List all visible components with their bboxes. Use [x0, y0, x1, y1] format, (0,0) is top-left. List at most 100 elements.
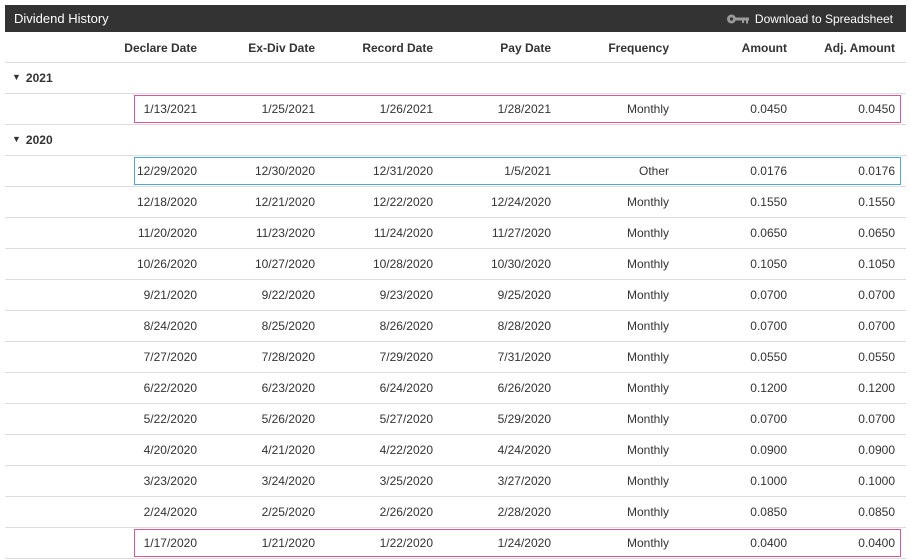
- pay-date-cell: 12/24/2020: [490, 195, 551, 209]
- pay-date-cell: 8/28/2020: [497, 319, 551, 333]
- column-header-ex-div-date[interactable]: Ex-Div Date: [248, 41, 315, 55]
- amount-cell: 0.0850: [750, 505, 787, 519]
- table-row: 10/26/2020 10/27/2020 10/28/2020 10/30/2020…: [0, 248, 910, 279]
- download-label: Download to Spreadsheet: [754, 11, 893, 26]
- declare-date-cell: 1/17/2020: [143, 536, 197, 550]
- key-icon: [726, 13, 750, 25]
- pay-date-cell: 5/29/2020: [497, 412, 551, 426]
- row-divider: [5, 186, 906, 187]
- amount-cell: 0.0450: [750, 102, 787, 116]
- column-header-frequency[interactable]: Frequency: [608, 41, 669, 55]
- frequency-cell: Monthly: [626, 257, 669, 271]
- table-row: 12/29/2020 12/30/2020 12/31/2020 1/5/2021 Ot…: [0, 155, 910, 186]
- row-divider: [5, 248, 906, 249]
- amount-cell: 0.1200: [750, 381, 787, 395]
- amount-cell: 0.0650: [750, 226, 787, 240]
- table-row: 3/23/2020 3/24/2020 3/25/2020 3/27/2020 Mont…: [0, 465, 910, 496]
- amount-cell: 0.0400: [750, 536, 787, 550]
- table-row: 12/18/2020 12/21/2020 12/22/2020 12/24/2020…: [0, 186, 910, 217]
- frequency-cell: Monthly: [626, 319, 669, 333]
- ex-div-date-cell: 10/27/2020: [254, 257, 315, 271]
- download-spreadsheet-link[interactable]: Download to Spreadsheet: [726, 12, 893, 26]
- record-date-cell: 2/26/2020: [379, 505, 433, 519]
- amount-cell: 0.1000: [750, 474, 787, 488]
- record-date-cell: 11/24/2020: [373, 226, 433, 240]
- adj-amount-cell: 0.0850: [858, 505, 895, 519]
- record-date-cell: 12/22/2020: [372, 195, 433, 209]
- adj-amount-cell: 0.0650: [858, 226, 895, 240]
- declare-date-cell: 10/26/2020: [136, 257, 197, 271]
- ex-div-date-cell: 12/30/2020: [254, 164, 315, 178]
- row-divider: [5, 558, 906, 559]
- row-divider: [5, 217, 906, 218]
- row-divider: [5, 403, 906, 404]
- ex-div-date-cell: 1/25/2021: [261, 102, 315, 116]
- row-divider: [5, 434, 906, 435]
- page-title: Dividend History: [14, 11, 109, 26]
- table-row: 11/20/2020 11/23/2020 11/24/2020 11/27/2020…: [0, 217, 910, 248]
- adj-amount-cell: 0.0700: [858, 319, 895, 333]
- table-row: 4/20/2020 4/21/2020 4/22/2020 4/24/2020 Mont…: [0, 434, 910, 465]
- row-divider: [5, 279, 906, 280]
- column-header-adj-amount[interactable]: Adj. Amount: [824, 41, 895, 55]
- adj-amount-cell: 0.0400: [858, 536, 895, 550]
- year-group-toggle[interactable]: ▼ 2020: [5, 124, 906, 155]
- declare-date-cell: 8/24/2020: [143, 319, 197, 333]
- frequency-cell: Monthly: [626, 226, 669, 240]
- frequency-cell: Monthly: [626, 505, 669, 519]
- ex-div-date-cell: 5/26/2020: [261, 412, 315, 426]
- column-headers: Declare Date Ex-Div Date Record Date Pay…: [0, 33, 910, 63]
- table-row: 1/13/2021 1/25/2021 1/26/2021 1/28/2021 Mont…: [0, 93, 910, 124]
- record-date-cell: 3/25/2020: [379, 474, 433, 488]
- year-group-toggle[interactable]: ▼ 2021: [5, 62, 906, 93]
- record-date-cell: 5/27/2020: [379, 412, 433, 426]
- pay-date-cell: 10/30/2020: [490, 257, 551, 271]
- pay-date-cell: 9/25/2020: [497, 288, 551, 302]
- pay-date-cell: 2/28/2020: [497, 505, 551, 519]
- row-divider: [5, 465, 906, 466]
- triangle-down-icon: ▼: [12, 133, 21, 144]
- record-date-cell: 7/29/2020: [379, 350, 433, 364]
- header-divider: [5, 62, 906, 63]
- frequency-cell: Monthly: [626, 536, 669, 550]
- frequency-cell: Monthly: [626, 412, 669, 426]
- pay-date-cell: 11/27/2020: [491, 226, 551, 240]
- pay-date-cell: 3/27/2020: [497, 474, 551, 488]
- table-row: 1/17/2020 1/21/2020 1/22/2020 1/24/2020 Mont…: [0, 527, 910, 558]
- declare-date-cell: 9/21/2020: [143, 288, 197, 302]
- table-row: 5/22/2020 5/26/2020 5/27/2020 5/29/2020 Mont…: [0, 403, 910, 434]
- column-header-pay-date[interactable]: Pay Date: [500, 41, 551, 55]
- column-header-record-date[interactable]: Record Date: [362, 41, 433, 55]
- declare-date-cell: 12/29/2020: [136, 164, 197, 178]
- ex-div-date-cell: 6/23/2020: [261, 381, 315, 395]
- ex-div-date-cell: 8/25/2020: [261, 319, 315, 333]
- frequency-cell: Other: [638, 164, 669, 178]
- ex-div-date-cell: 4/21/2020: [261, 443, 315, 457]
- frequency-cell: Monthly: [626, 443, 669, 457]
- record-date-cell: 1/22/2020: [379, 536, 433, 550]
- year-group-label: 2020: [25, 132, 53, 147]
- amount-cell: 0.0900: [750, 443, 787, 457]
- column-header-amount[interactable]: Amount: [741, 41, 787, 55]
- ex-div-date-cell: 9/22/2020: [261, 288, 315, 302]
- declare-date-cell: 3/23/2020: [143, 474, 197, 488]
- amount-cell: 0.1550: [750, 195, 787, 209]
- ex-div-date-cell: 3/24/2020: [261, 474, 315, 488]
- amount-cell: 0.0176: [750, 164, 787, 178]
- record-date-cell: 1/26/2021: [379, 102, 433, 116]
- record-date-cell: 4/22/2020: [379, 443, 433, 457]
- declare-date-cell: 11/20/2020: [137, 226, 197, 240]
- adj-amount-cell: 0.0700: [858, 288, 895, 302]
- amount-cell: 0.0700: [750, 319, 787, 333]
- table-row: 6/22/2020 6/23/2020 6/24/2020 6/26/2020 Mont…: [0, 372, 910, 403]
- table-row: 8/24/2020 8/25/2020 8/26/2020 8/28/2020 Mont…: [0, 310, 910, 341]
- pay-date-cell: 1/5/2021: [504, 164, 551, 178]
- declare-date-cell: 2/24/2020: [143, 505, 197, 519]
- pay-date-cell: 1/24/2020: [497, 536, 551, 550]
- declare-date-cell: 12/18/2020: [136, 195, 197, 209]
- column-header-declare-date[interactable]: Declare Date: [124, 41, 197, 55]
- table-row: 9/21/2020 9/22/2020 9/23/2020 9/25/2020 Mont…: [0, 279, 910, 310]
- pay-date-cell: 6/26/2020: [497, 381, 551, 395]
- ex-div-date-cell: 2/25/2020: [261, 505, 315, 519]
- pay-date-cell: 7/31/2020: [497, 350, 551, 364]
